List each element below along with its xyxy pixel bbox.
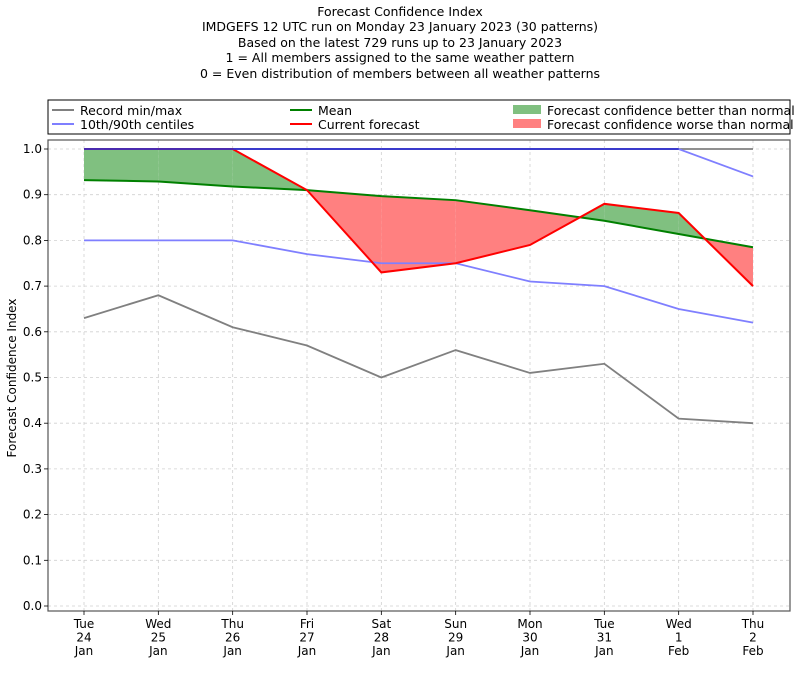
x-tick-label: Tue (73, 617, 95, 631)
y-tick-label: 0.7 (23, 279, 42, 293)
x-tick-label: Sat (371, 617, 391, 631)
x-tick-label: 29 (448, 631, 463, 645)
x-tick-label: Wed (666, 617, 692, 631)
x-tick-label: Jan (520, 644, 540, 658)
x-tick-label: Jan (148, 644, 168, 658)
x-tick-label: Tue (593, 617, 615, 631)
legend-swatch-forecast-confidence-worse-than-normal (513, 119, 541, 128)
line-mean (83, 179, 754, 249)
legend-label-record-min-max: Record min/max (80, 103, 182, 118)
y-tick-label: 0.2 (23, 508, 42, 522)
plot-frame (47, 139, 791, 612)
x-tick-label: Feb (668, 644, 689, 658)
x-tick-label: 24 (76, 631, 91, 645)
x-tick-label: 25 (151, 631, 166, 645)
x-tick-label: Jan (74, 644, 94, 658)
legend-label-forecast-confidence-worse-than-normal: Forecast confidence worse than normal (547, 117, 794, 132)
x-tick-label: Jan (445, 644, 465, 658)
title-line-2: IMDGEFS 12 UTC run on Monday 23 January … (201, 19, 599, 35)
x-tick-label: 2 (749, 631, 757, 645)
legend-label-10th-90th-centiles: 10th/90th centiles (80, 117, 194, 132)
x-axis: Tue24JanWed25JanThu26JanFri27JanSat28Jan… (73, 611, 765, 658)
legend-label-mean: Mean (318, 103, 352, 118)
y-tick-label: 0.1 (23, 553, 42, 567)
fill-better-than-normal (158, 149, 233, 187)
x-tick-label: 30 (522, 631, 537, 645)
title-line-5: 0 = Even distribution of members between… (199, 65, 601, 81)
line-10th-centile (84, 239, 754, 324)
x-tick-label: 1 (675, 631, 683, 645)
series-lines (83, 148, 754, 425)
y-tick-label: 1.0 (23, 142, 42, 156)
x-tick-label: Jan (371, 644, 391, 658)
fill-worse-than-normal (381, 196, 456, 273)
x-tick-label: Jan (594, 644, 614, 658)
x-tick-label: 26 (225, 631, 240, 645)
legend-box (47, 99, 791, 135)
title-line-1: Forecast Confidence Index (317, 4, 483, 19)
chart-title: Forecast Confidence Index IMDGEFS 12 UTC… (0, 4, 800, 81)
legend-swatch-forecast-confidence-better-than-normal (513, 105, 541, 114)
fill-worse-than-normal (530, 210, 580, 245)
y-axis: 0.0 0.1 0.2 0.3 0.4 0.5 0.6 0.7 0.8 0.9 1.0 (23, 142, 48, 613)
y-tick-label: 0.8 (23, 233, 42, 247)
confidence-fills (84, 149, 753, 287)
x-tick-label: Mon (517, 617, 542, 631)
x-tick-label: Wed (145, 617, 171, 631)
x-tick-label: Jan (297, 644, 317, 658)
y-tick-label: 0.9 (23, 188, 42, 202)
x-tick-label: Feb (742, 644, 763, 658)
y-axis-label: Forecast Confidence Index (5, 299, 19, 458)
x-tick-label: Jan (222, 644, 242, 658)
y-tick-label: 0.6 (23, 325, 42, 339)
y-tick-label: 0.4 (23, 416, 42, 430)
title-line-3: Based on the latest 729 runs up to 23 Ja… (237, 34, 563, 50)
x-tick-label: Thu (220, 617, 244, 631)
x-tick-label: 27 (299, 631, 314, 645)
y-tick-label: 0.0 (23, 599, 42, 613)
fill-better-than-normal (84, 149, 159, 182)
x-tick-label: Fri (300, 617, 314, 631)
y-tick-label: 0.3 (23, 462, 42, 476)
title-line-4: 1 = All members assigned to the same wea… (225, 50, 575, 66)
fill-worse-than-normal (455, 200, 530, 264)
x-tick-label: Sun (444, 617, 467, 631)
y-tick-label: 0.5 (23, 371, 42, 385)
line-record-min (83, 294, 754, 425)
x-tick-label: Thu (741, 617, 765, 631)
legend-label-forecast-confidence-better-than-normal: Forecast confidence better than normal (547, 103, 795, 118)
legend-label-current-forecast: Current forecast (318, 117, 420, 132)
x-tick-label: 31 (597, 631, 612, 645)
x-tick-label: 28 (374, 631, 389, 645)
